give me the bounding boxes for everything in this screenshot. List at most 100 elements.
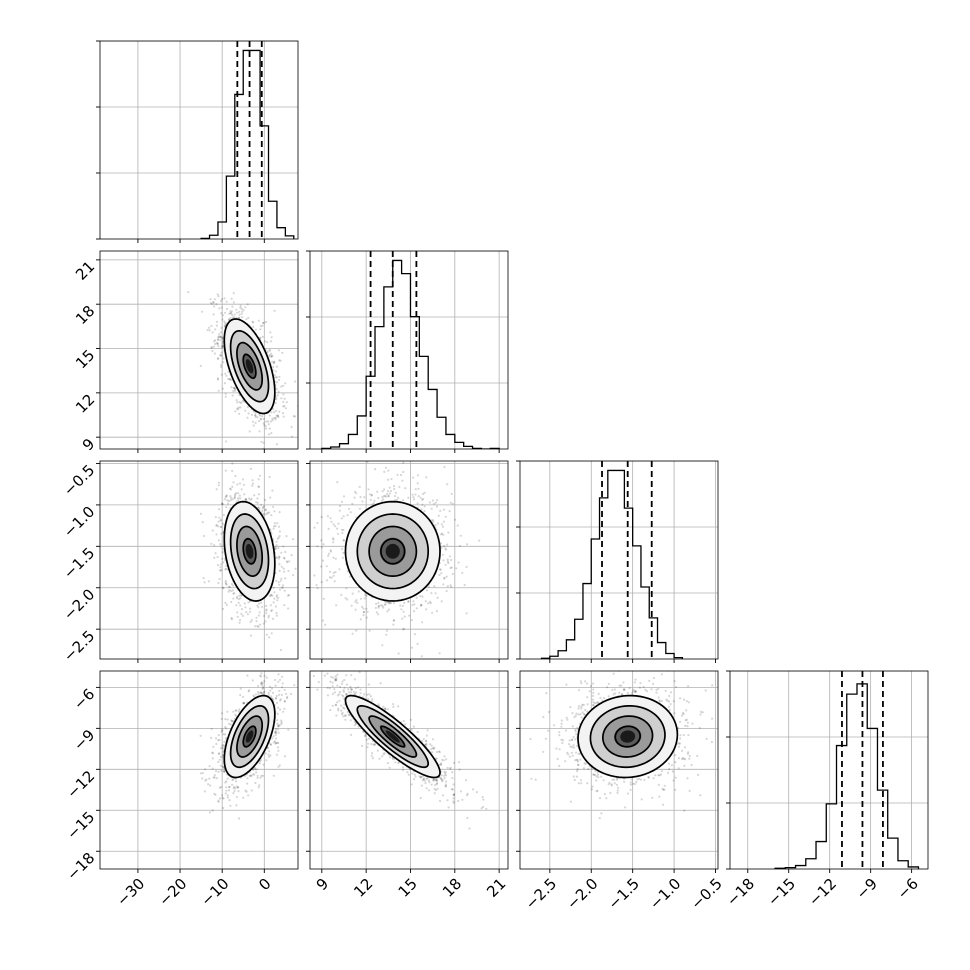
scatter-point bbox=[216, 320, 219, 323]
scatter-point bbox=[225, 494, 228, 497]
scatter-point bbox=[277, 546, 280, 550]
scatter-point bbox=[417, 495, 420, 498]
scatter-point bbox=[239, 406, 242, 409]
tick-label: 21 bbox=[72, 258, 98, 284]
scatter-point bbox=[450, 566, 453, 569]
histogram-step bbox=[321, 259, 500, 449]
scatter-point bbox=[239, 604, 242, 607]
scatter-point bbox=[223, 320, 226, 323]
scatter-point bbox=[218, 786, 221, 790]
scatter-point bbox=[275, 701, 279, 705]
scatter-point bbox=[359, 495, 362, 499]
scatter-point bbox=[227, 499, 231, 503]
scatter-point bbox=[237, 790, 240, 793]
scatter-point bbox=[211, 349, 214, 353]
scatter-point bbox=[234, 713, 237, 716]
scatter-point bbox=[356, 601, 359, 605]
scatter-point bbox=[403, 615, 406, 618]
scatter-point bbox=[384, 495, 388, 498]
scatter-point bbox=[446, 560, 449, 563]
scatter-point bbox=[324, 623, 327, 626]
scatter-point bbox=[259, 328, 262, 331]
scatter-point bbox=[320, 546, 323, 549]
scatter-point bbox=[278, 534, 281, 538]
scatter-point bbox=[411, 493, 414, 496]
scatter-point bbox=[245, 318, 248, 321]
scatter-point bbox=[274, 546, 277, 549]
scatter-point bbox=[272, 362, 275, 365]
scatter-point bbox=[283, 397, 286, 400]
scatter-point bbox=[215, 742, 218, 746]
scatter-point bbox=[219, 331, 222, 334]
scatter-point bbox=[390, 477, 393, 481]
scatter-point bbox=[217, 539, 220, 542]
scatter-point bbox=[242, 483, 245, 486]
scatter-point bbox=[255, 620, 258, 623]
scatter-point bbox=[402, 610, 405, 613]
contour-line bbox=[242, 538, 257, 565]
scatter-point bbox=[263, 691, 266, 694]
scatter-point bbox=[222, 357, 225, 360]
scatter-point bbox=[401, 617, 404, 620]
scatter-point bbox=[280, 551, 283, 554]
scatter-point bbox=[224, 792, 227, 795]
scatter-point bbox=[342, 515, 345, 518]
scatter-point bbox=[342, 528, 345, 532]
scatter-point bbox=[233, 313, 236, 316]
scatter-point bbox=[215, 524, 218, 527]
scatter-point bbox=[274, 742, 277, 745]
scatter-point bbox=[241, 310, 244, 313]
scatter-point bbox=[278, 678, 282, 681]
scatter-point bbox=[427, 602, 430, 605]
scatter-point bbox=[225, 374, 228, 377]
scatter-point bbox=[285, 692, 288, 696]
scatter-point bbox=[216, 293, 219, 296]
scatter-point bbox=[216, 342, 219, 345]
scatter-point bbox=[229, 317, 232, 320]
scatter-point bbox=[346, 570, 349, 573]
scatter-point bbox=[287, 728, 290, 731]
scatter-point bbox=[401, 604, 404, 608]
scatter-point bbox=[208, 765, 211, 768]
scatter-point bbox=[203, 581, 206, 584]
scatter-point bbox=[238, 316, 241, 319]
scatter-point bbox=[219, 336, 222, 339]
scatter-point bbox=[265, 633, 268, 636]
scatter-point bbox=[348, 507, 351, 511]
scatter-point bbox=[264, 509, 267, 512]
scatter-point bbox=[280, 577, 283, 580]
scatter-point bbox=[447, 561, 450, 565]
scatter-point bbox=[463, 583, 466, 587]
scatter-point bbox=[244, 498, 247, 501]
scatter-point bbox=[218, 797, 221, 800]
scatter-point bbox=[251, 420, 254, 423]
scatter-point bbox=[225, 440, 228, 443]
scatter-point bbox=[271, 419, 274, 422]
scatter-point bbox=[246, 406, 249, 409]
scatter-point bbox=[274, 376, 277, 379]
scatter-point bbox=[217, 581, 220, 585]
scatter-point bbox=[217, 564, 220, 567]
scatter-point bbox=[229, 495, 232, 498]
scatter-point bbox=[261, 687, 264, 691]
scatter-point bbox=[210, 542, 213, 546]
scatter-point bbox=[455, 567, 458, 570]
scatter-point bbox=[228, 799, 231, 802]
scatter-point bbox=[277, 536, 280, 539]
scatter-point bbox=[371, 503, 374, 506]
marginal-panel-0 bbox=[96, 40, 299, 243]
scatter-point bbox=[260, 418, 263, 421]
scatter-point bbox=[284, 407, 287, 410]
contour-line bbox=[368, 525, 418, 578]
scatter-point bbox=[377, 496, 380, 500]
scatter-point bbox=[201, 777, 204, 780]
scatter-point bbox=[249, 498, 252, 501]
scatter-point bbox=[238, 412, 241, 415]
scatter-point bbox=[235, 709, 238, 712]
scatter-point bbox=[217, 345, 220, 348]
scatter-point bbox=[225, 582, 228, 585]
scatter-point bbox=[215, 342, 219, 345]
scatter-point bbox=[436, 596, 439, 599]
scatter-point bbox=[327, 552, 330, 555]
scatter-point bbox=[233, 387, 237, 390]
